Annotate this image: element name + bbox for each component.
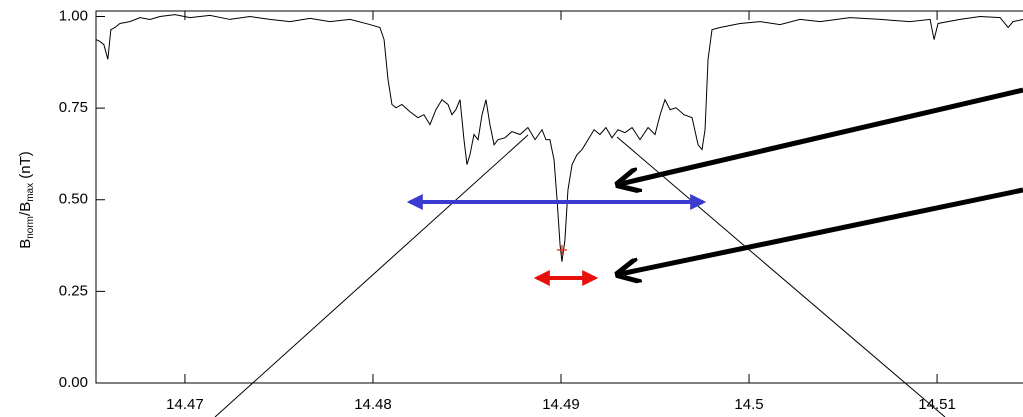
y-tick-label: 0.00 <box>59 374 88 391</box>
minimum-marker <box>556 244 567 255</box>
x-tick-label: 14.5 <box>734 396 763 413</box>
x-tick-label: 14.51 <box>918 396 956 413</box>
data-line <box>95 14 1023 262</box>
y-axis-label: Bnorm/Bmax (nT) <box>17 151 36 249</box>
x-tick-label: 14.48 <box>354 396 392 413</box>
zoom-line <box>616 136 946 417</box>
y-tick-label: 0.75 <box>59 99 88 116</box>
y-tick-label: 1.00 <box>59 7 88 24</box>
x-tick-label: 14.47 <box>166 396 204 413</box>
y-axis-label-part: (nT) <box>17 151 34 183</box>
axis-frame <box>95 10 1023 384</box>
y-tick-label: 0.25 <box>59 282 88 299</box>
y-axis-label-part: max <box>25 183 36 202</box>
pointer-arrow <box>620 87 1023 184</box>
y-tick-label: 0.50 <box>59 191 88 208</box>
y-axis-label-part: norm <box>25 216 36 239</box>
pointer-arrow <box>620 187 1023 274</box>
y-axis-label-part: B <box>17 239 34 249</box>
zoom-line <box>214 134 529 417</box>
y-axis-label-part: /B <box>17 202 34 216</box>
x-tick-label: 14.49 <box>542 396 580 413</box>
